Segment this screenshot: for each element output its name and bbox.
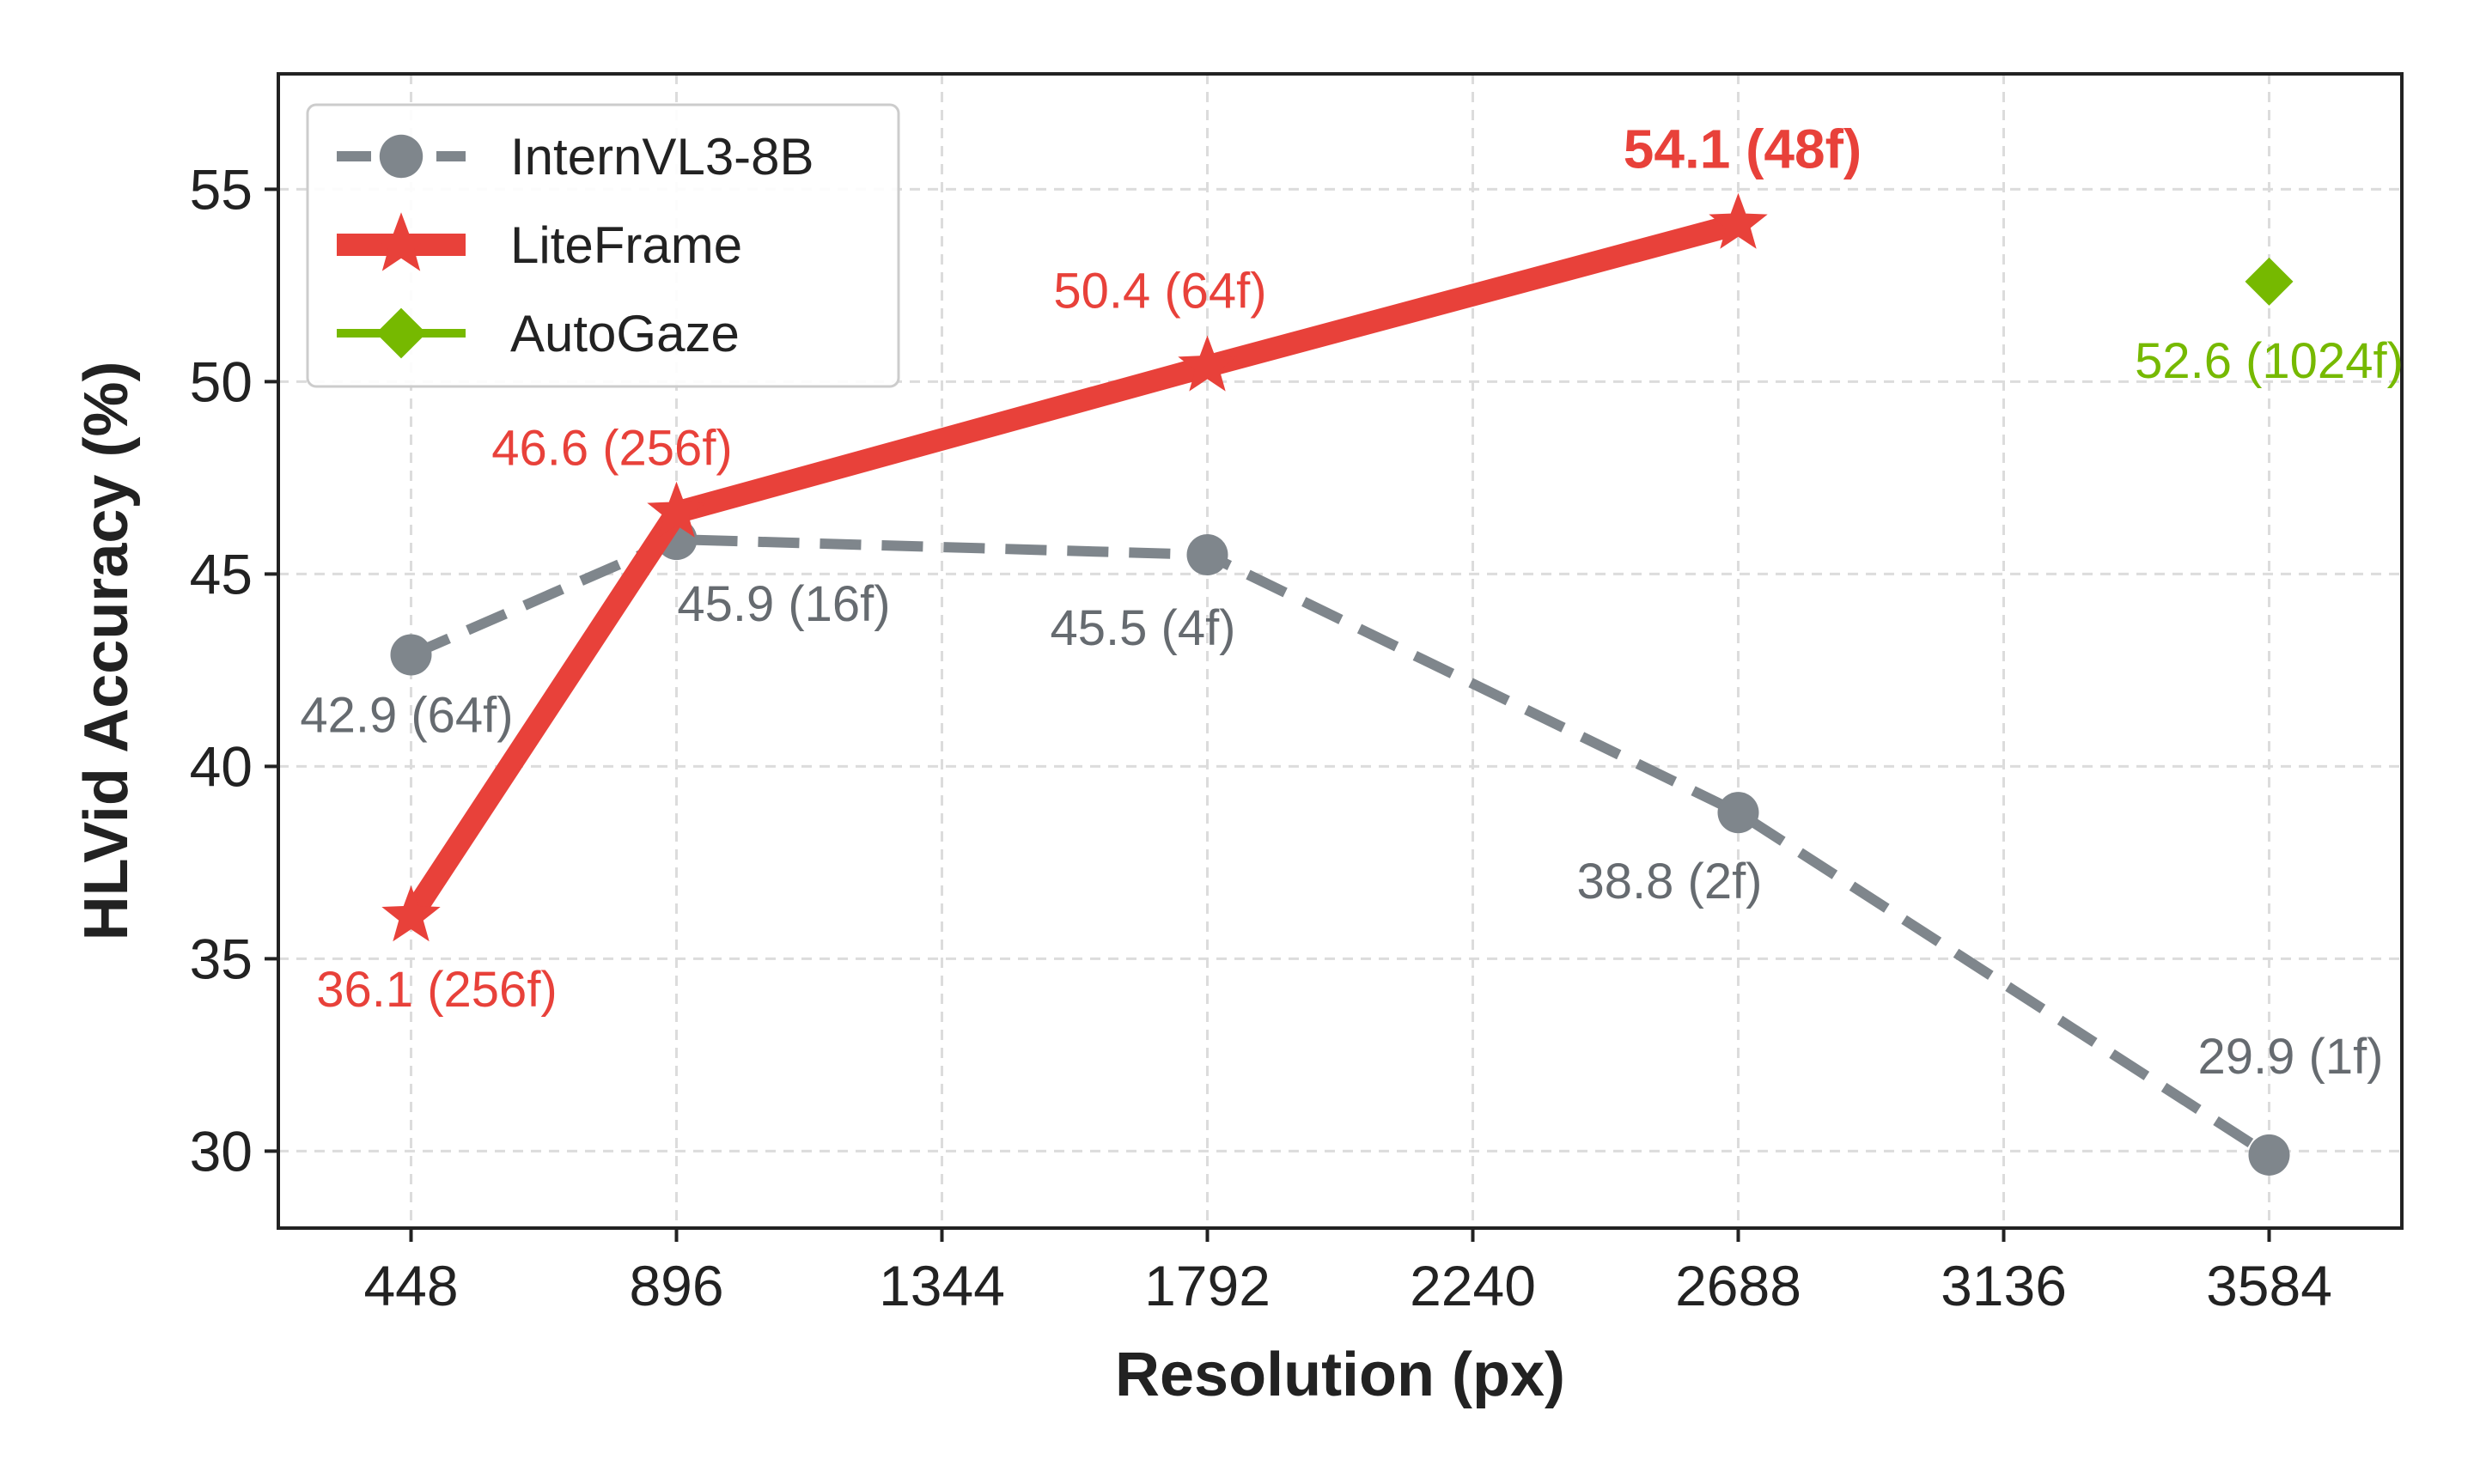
data-label: 45.9 (16f) [677, 576, 890, 632]
data-point [2245, 257, 2294, 306]
data-label: 45.5 (4f) [1051, 600, 1236, 656]
grid [278, 74, 2402, 1228]
legend-label: LiteFrame [510, 216, 742, 274]
legend-label: InternVL3-8B [510, 128, 814, 186]
data-label: 54.1 (48f) [1624, 119, 1862, 180]
series-liteframe [381, 192, 1768, 942]
data-point [1186, 534, 1228, 575]
y-tick-label: 35 [190, 927, 253, 990]
data-point [647, 481, 706, 538]
legend: InternVL3-8B LiteFrame AutoGaze [306, 103, 900, 388]
data-point [1178, 335, 1237, 392]
series-line [401, 213, 1741, 923]
x-tick-label: 3584 [2206, 1254, 2332, 1317]
series-autogaze [2245, 257, 2294, 306]
data-label: 52.6 (1024f) [2135, 333, 2404, 389]
legend-box [306, 103, 900, 388]
legend-label: AutoGaze [510, 305, 740, 362]
data-point [381, 885, 441, 942]
legend-item: LiteFrame [337, 212, 742, 274]
data-labels: 42.9 (64f) 45.9 (16f) 45.5 (4f) 38.8 (2f) 29… [300, 119, 2404, 1085]
plot-frame [277, 72, 2404, 1230]
series-layer [381, 192, 2294, 1176]
data-label: 42.9 (64f) [300, 687, 513, 743]
x-tick-label: 448 [363, 1254, 458, 1317]
y-tick-label: 40 [190, 734, 253, 798]
data-label: 50.4 (64f) [1053, 263, 1266, 319]
x-tick-label: 2240 [1410, 1254, 1536, 1317]
y-tick-label: 55 [190, 157, 253, 221]
ticks: 448 896 1344 1792 2240 2688 3136 3584 30 35 40 45 50… [190, 157, 2332, 1317]
legend-item: AutoGaze [337, 305, 740, 362]
x-tick-label: 896 [629, 1254, 723, 1317]
data-point [1717, 792, 1759, 834]
y-tick-label: 50 [190, 350, 253, 413]
x-axis-label: Resolution (px) [1115, 1341, 1565, 1409]
legend-item: InternVL3-8B [337, 128, 814, 186]
data-point [1709, 192, 1768, 249]
data-point [390, 634, 432, 676]
y-axis-label: HLVid Accuracy (%) [72, 362, 141, 941]
y-tick-label: 45 [190, 542, 253, 605]
x-tick-label: 2688 [1675, 1254, 1801, 1317]
data-label: 46.6 (256f) [491, 421, 733, 477]
data-label: 36.1 (256f) [316, 962, 558, 1018]
data-label: 29.9 (1f) [2198, 1029, 2384, 1085]
x-tick-label: 3136 [1941, 1254, 2067, 1317]
x-tick-label: 1792 [1144, 1254, 1271, 1317]
legend-marker [379, 134, 424, 179]
legend-marker [370, 212, 432, 271]
y-tick-label: 30 [190, 1119, 253, 1183]
legend-marker [375, 307, 427, 359]
x-tick-label: 1344 [879, 1254, 1005, 1317]
data-label: 38.8 (2f) [1577, 854, 1763, 909]
data-point [2248, 1134, 2290, 1176]
